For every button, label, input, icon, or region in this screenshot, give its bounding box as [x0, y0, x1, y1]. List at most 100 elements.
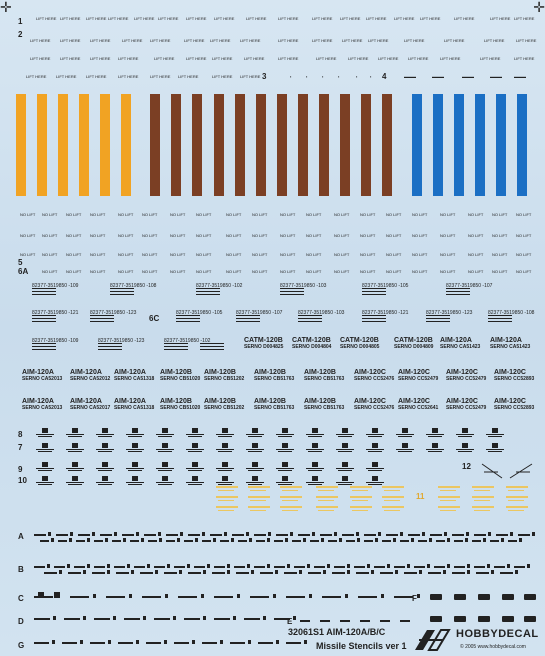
warning-glyph [186, 476, 204, 486]
glyph-line [306, 482, 324, 483]
glyph-mark [222, 428, 228, 433]
stencil-dot [251, 570, 254, 574]
lift-here-dot: ▪ [306, 74, 308, 79]
stencil-dash [260, 572, 273, 574]
stencil-dash [106, 596, 125, 598]
no-lift-label: NO LIFT [142, 269, 158, 274]
text-line [32, 321, 56, 322]
yellow-stencil-line [352, 490, 368, 491]
stencil-serial: SERNO CB51763 [304, 376, 345, 382]
stencil-dot [177, 538, 180, 542]
stencil-dot [237, 594, 240, 598]
lift-here-label: LIFT HERE [368, 38, 389, 43]
warning-glyph [96, 462, 114, 472]
text-line [176, 321, 200, 322]
catm-stencil: CATM-120B SERNO D004805 [340, 337, 379, 350]
stencil-title: AIM-120C [446, 398, 478, 405]
stencil-title: AIM-120A [490, 337, 522, 344]
no-lift-label: NO LIFT [280, 252, 296, 257]
stencil-dash [64, 618, 80, 620]
lift-here-label: ▬▬▬ [490, 74, 502, 79]
stencil-dash [518, 534, 530, 536]
stencil-dash [210, 534, 222, 536]
no-lift-label: NO LIFT [492, 212, 508, 217]
brand-name: HOBBYDECAL [456, 628, 539, 640]
yellow-stencil-line [438, 486, 460, 488]
stencil-dash [244, 618, 260, 620]
catm-stencil: CATM-120B SERNO D004804 [292, 337, 331, 350]
lift-here-label: LIFT HERE [186, 56, 207, 61]
warning-glyph [66, 462, 84, 472]
stencil-dash [496, 534, 508, 536]
stencil-dot [47, 564, 50, 568]
yellow-stencil-line [472, 496, 494, 498]
lift-here-label: LIFT HERE [246, 16, 267, 21]
glyph-line [38, 451, 52, 452]
stencil-title: AIM-120A [22, 369, 54, 376]
stencil-dash [508, 540, 517, 542]
no-lift-label: NO LIFT [252, 269, 268, 274]
part-number: 82377-3519850 -107 [446, 283, 493, 289]
stencil-dot [334, 532, 337, 536]
glyph-mark [492, 428, 498, 433]
stencil-title: AIM-120B [204, 369, 236, 376]
lift-here-label: LIFT HERE [134, 16, 155, 21]
aim-stencil: AIM-120A SERNO CA52017 [70, 398, 111, 411]
stencil-serial: SERNO CB51763 [304, 405, 345, 411]
no-lift-label: NO LIFT [170, 269, 186, 274]
warning-glyph [246, 443, 264, 453]
warning-glyph [276, 428, 294, 438]
stencil-dot [465, 538, 468, 542]
no-lift-label: NO LIFT [170, 233, 186, 238]
lift-here-label: LIFT HERE [90, 56, 111, 61]
no-lift-label: NO LIFT [360, 233, 376, 238]
glyph-line [276, 468, 294, 469]
glyph-line [336, 482, 354, 483]
stencil-dash [94, 618, 110, 620]
warning-glyph [306, 443, 324, 453]
stencil-dash [166, 534, 178, 536]
stencil-dot [339, 538, 342, 542]
glyph-line [458, 451, 472, 452]
text-line [32, 318, 56, 319]
lift-here-label: ▬▬▬ [462, 74, 474, 79]
warning-glyph [276, 476, 294, 486]
warning-glyph [186, 462, 204, 472]
stencil-serial: SERNO CA52013 [22, 405, 63, 411]
stripe-brown [340, 94, 350, 196]
stencil-dash [400, 620, 410, 622]
stencil-serial: SERNO CB51202 [204, 405, 245, 411]
stencil-title: CATM-120B [292, 337, 331, 344]
stencil-dot [429, 538, 432, 542]
lift-here-dot: ▪ [322, 74, 324, 79]
stencil-dash [320, 620, 330, 622]
glyph-mark [72, 428, 78, 433]
glyph-mark [132, 476, 138, 481]
yellow-stencil-line [248, 486, 270, 488]
stencil-serial: SERNO CA52017 [70, 405, 111, 411]
lift-here-label: LIFT HERE [420, 16, 441, 21]
stencil-dash [322, 596, 341, 598]
part-number: 82377-3519850 -123 [426, 310, 473, 316]
glyph-line [36, 434, 54, 435]
stencil-dash [256, 540, 265, 542]
yellow-stencil-line [250, 500, 266, 501]
text-line [200, 346, 224, 347]
warning-glyph [156, 462, 174, 472]
stencil-dot [107, 570, 110, 574]
rectangle-stencil [478, 594, 490, 600]
glyph-line [338, 436, 352, 437]
stencil-dot [287, 564, 290, 568]
glyph-mark [192, 462, 198, 467]
glyph-mark [72, 476, 78, 481]
text-line [176, 315, 200, 316]
warning-glyph [96, 476, 114, 486]
no-lift-label: NO LIFT [226, 269, 242, 274]
no-lift-label: NO LIFT [196, 269, 212, 274]
aim-stencil: AIM-120C SERNO CC52893 [494, 398, 534, 411]
stencil-serial: SERNO CC52641 [398, 405, 439, 411]
glyph-mark [312, 443, 318, 448]
no-lift-label: NO LIFT [196, 212, 212, 217]
stripe-yellow [58, 94, 68, 196]
stencil-dash [214, 618, 230, 620]
